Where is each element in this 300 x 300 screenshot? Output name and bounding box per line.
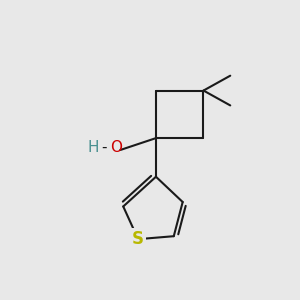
Text: H: H [88, 140, 99, 154]
Text: O: O [110, 140, 122, 154]
Text: S: S [132, 230, 144, 248]
Text: -: - [101, 140, 107, 154]
